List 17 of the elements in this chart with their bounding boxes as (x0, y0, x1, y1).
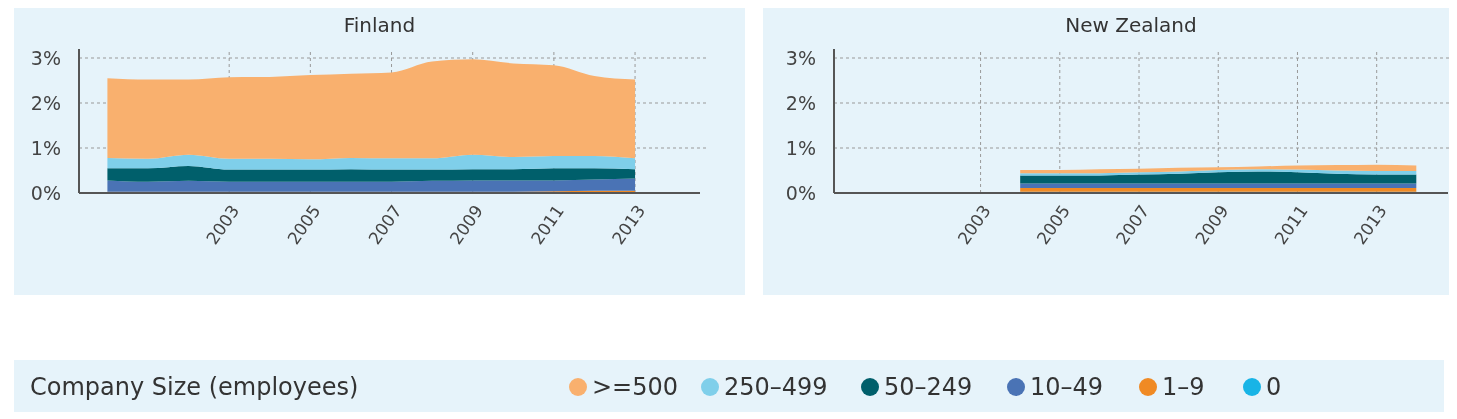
legend-label: 50–249 (884, 373, 973, 402)
legend-label: >=500 (592, 373, 679, 402)
y-tick-label: 3% (785, 46, 816, 69)
y-tick-label: 1% (30, 136, 61, 159)
chart-title: New Zealand (1065, 13, 1197, 37)
y-tick-label: 2% (30, 91, 61, 114)
y-tick-label: 1% (785, 136, 816, 159)
legend-title: Company Size (employees) (30, 373, 359, 402)
y-tick-label: 3% (30, 46, 61, 69)
legend-label: 250–499 (724, 373, 828, 402)
y-tick-label: 2% (785, 91, 816, 114)
chart-title: Finland (343, 13, 416, 37)
y-tick-label: 0% (30, 181, 61, 204)
legend-label: 0 (1266, 373, 1282, 402)
legend-label: 1–9 (1162, 373, 1205, 402)
y-tick-label: 0% (785, 181, 816, 204)
legend-label: 10–49 (1030, 373, 1104, 402)
